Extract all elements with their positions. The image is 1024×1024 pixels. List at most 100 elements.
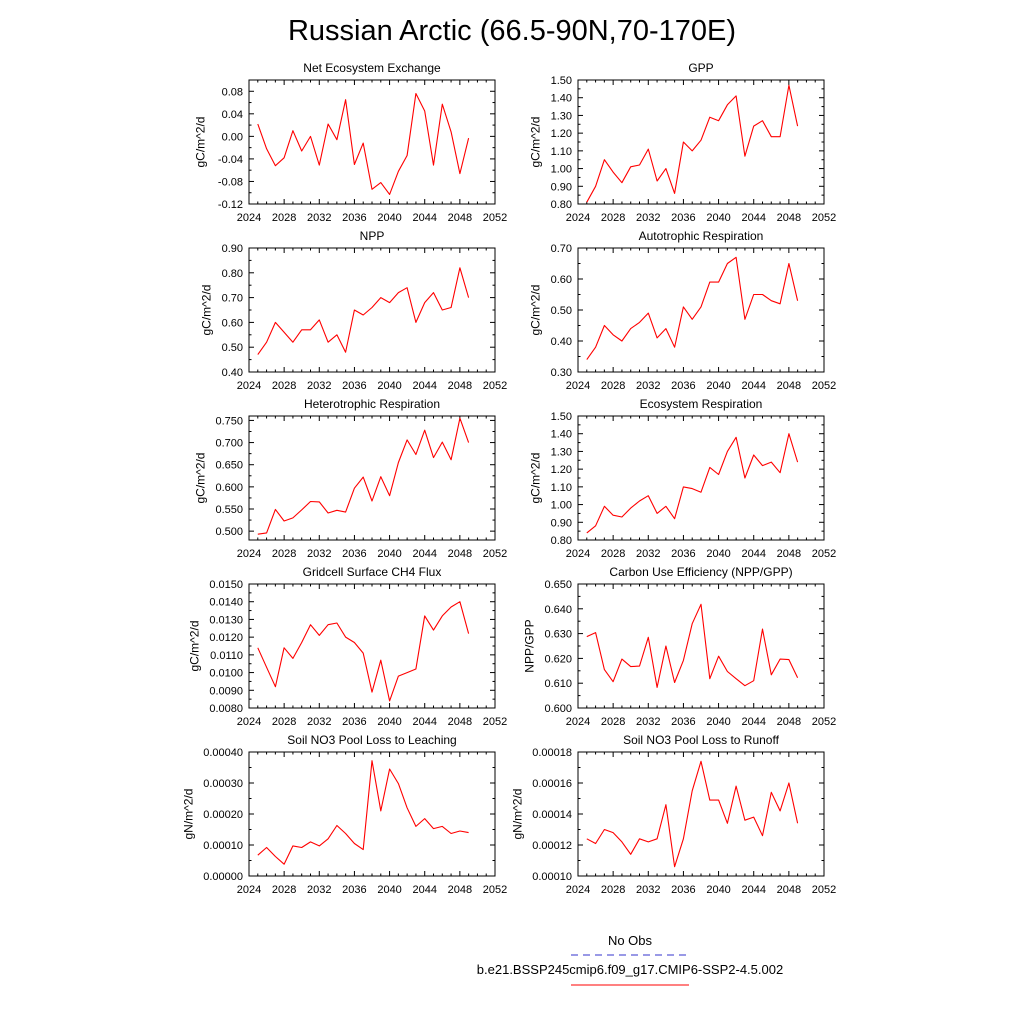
data-point	[424, 818, 425, 819]
data-point	[310, 624, 311, 625]
x-tick-label: 2036	[671, 548, 695, 560]
x-tick-label: 2040	[377, 212, 401, 224]
data-point	[656, 687, 657, 688]
data-point	[301, 509, 302, 510]
data-point	[468, 297, 469, 298]
data-point	[771, 674, 772, 675]
x-tick-label: 2028	[272, 380, 296, 392]
data-point	[442, 826, 443, 827]
data-point	[319, 319, 320, 320]
data-point	[718, 120, 719, 121]
x-tick-label: 2052	[483, 380, 507, 392]
data-point	[718, 799, 719, 800]
data-point	[468, 832, 469, 833]
data-point	[736, 786, 737, 787]
data-point	[648, 841, 649, 842]
figure-title: Russian Arctic (66.5-90N,70-170E)	[288, 15, 736, 47]
data-point	[345, 833, 346, 834]
data-point	[292, 517, 293, 518]
data-point	[727, 823, 728, 824]
data-point	[442, 615, 443, 616]
data-point	[648, 313, 649, 314]
y-tick-label: 0.0090	[209, 685, 243, 697]
chart-panel-8: Carbon Use Efficiency (NPP/GPP) 2024 2028 2…	[523, 565, 837, 728]
data-point	[621, 659, 622, 660]
x-tick-label: 2052	[483, 548, 507, 560]
chart-panel-3: NPP 2024 2028 2032 2036 2040 2044 2048 2052 0.40 0…	[200, 229, 508, 392]
data-point	[257, 354, 258, 355]
data-point	[604, 159, 605, 160]
data-point	[700, 604, 701, 605]
data-point	[604, 669, 605, 670]
y-tick-label: 0.00010	[203, 840, 243, 852]
x-tick-label: 2028	[601, 884, 625, 896]
data-point	[762, 835, 763, 836]
data-point	[442, 309, 443, 310]
x-tick-label: 2040	[377, 548, 401, 560]
data-point	[424, 430, 425, 431]
data-point	[468, 442, 469, 443]
data-point	[674, 193, 675, 194]
data-point	[459, 418, 460, 419]
data-point	[648, 148, 649, 149]
data-point	[398, 462, 399, 463]
series-line	[586, 603, 799, 688]
y-tick-label: 0.0130	[209, 614, 243, 626]
y-axis-label: gC/m^2/d	[194, 453, 208, 504]
data-point	[284, 332, 285, 333]
data-point	[459, 601, 460, 602]
data-point	[639, 164, 640, 165]
data-point	[284, 520, 285, 521]
data-point	[683, 306, 684, 307]
panel-title: Heterotrophic Respiration	[304, 397, 440, 411]
data-point	[389, 700, 390, 701]
data-point	[779, 136, 780, 137]
data-point	[656, 513, 657, 514]
data-point	[468, 633, 469, 634]
x-tick-label: 2048	[448, 212, 472, 224]
data-point	[595, 632, 596, 633]
y-axis-label: gC/m^2/d	[529, 117, 543, 168]
data-point	[709, 678, 710, 679]
data-point	[630, 666, 631, 667]
y-tick-label: 1.30	[551, 446, 572, 458]
data-point	[459, 267, 460, 268]
x-tick-label: 2052	[812, 716, 836, 728]
chart-panel-5: Heterotrophic Respiration 2024 2028 2032 203…	[194, 397, 508, 560]
data-point	[292, 845, 293, 846]
chart-panels: Net Ecosystem Exchange 2024 2028 2032 2036 20…	[181, 61, 836, 896]
y-tick-label: 0.90	[222, 243, 243, 255]
data-point	[771, 300, 772, 301]
data-point	[604, 829, 605, 830]
y-tick-label: 0.60	[222, 317, 243, 329]
y-tick-label: 0.00040	[203, 747, 243, 759]
data-point	[709, 799, 710, 800]
data-point	[621, 841, 622, 842]
data-point	[586, 838, 587, 839]
data-point	[621, 340, 622, 341]
data-point	[389, 495, 390, 496]
data-point	[639, 500, 640, 501]
x-tick-label: 2044	[412, 212, 436, 224]
x-tick-label: 2040	[706, 884, 730, 896]
data-point	[266, 847, 267, 848]
x-tick-label: 2048	[777, 884, 801, 896]
series-line	[257, 601, 470, 702]
data-point	[407, 155, 408, 156]
x-tick-label: 2028	[272, 548, 296, 560]
data-point	[424, 110, 425, 111]
series-line	[586, 433, 799, 534]
data-point	[371, 307, 372, 308]
x-tick-label: 2048	[448, 548, 472, 560]
data-point	[371, 500, 372, 501]
data-point	[779, 472, 780, 473]
data-point	[433, 629, 434, 630]
data-point	[727, 104, 728, 105]
y-tick-label: 0.640	[544, 604, 572, 616]
y-tick-label: 1.20	[551, 128, 572, 140]
data-point	[771, 136, 772, 137]
x-tick-label: 2032	[307, 884, 331, 896]
panel-title: Carbon Use Efficiency (NPP/GPP)	[609, 565, 792, 579]
data-point	[363, 477, 364, 478]
data-point	[327, 123, 328, 124]
